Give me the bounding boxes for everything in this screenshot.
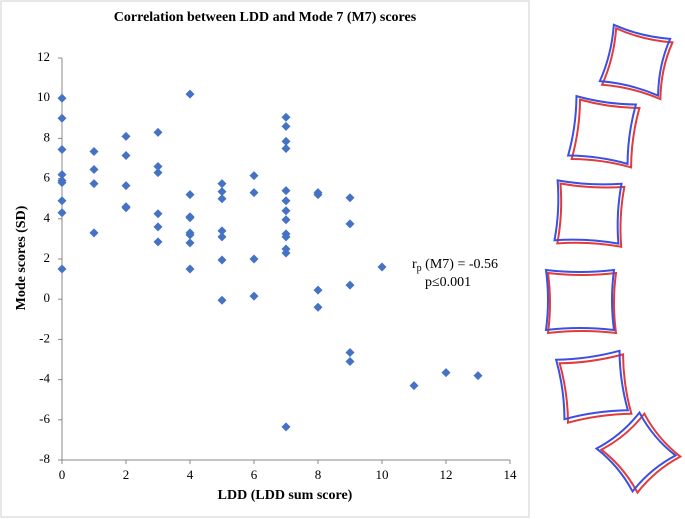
point [473,371,483,381]
point [345,347,355,357]
point [185,264,195,274]
point [217,179,227,189]
point [57,196,67,206]
point [185,213,195,223]
x-tick-label: 0 [59,467,66,482]
point [217,194,227,204]
x-tick-label: 8 [315,467,322,482]
point [345,357,355,367]
point [121,181,131,191]
y-axis-label: Mode scores (SD) [14,205,29,310]
point [281,232,291,242]
point [249,171,259,181]
point [281,186,291,196]
point [345,193,355,203]
y-tick-label: 4 [44,210,51,225]
point [153,168,163,178]
annotation: rp (M7) = -0.56 [412,257,498,274]
point [153,237,163,247]
point [89,228,99,238]
point [281,206,291,216]
point [217,226,227,236]
point [281,136,291,146]
chart-title: Correlation between LDD and Mode 7 (M7) … [114,10,417,25]
point [57,178,67,188]
point [121,131,131,141]
point [89,179,99,189]
point [409,381,419,391]
point [441,368,451,378]
x-tick-label: 10 [376,467,389,482]
point [121,150,131,160]
point [57,208,67,218]
point [57,170,67,180]
point [185,190,195,200]
point [217,187,227,197]
point [377,262,387,272]
annotation-p: p≤0.001 [425,275,471,290]
point [249,254,259,264]
point [249,188,259,198]
point [345,219,355,229]
point [57,144,67,154]
y-tick-label: -8 [39,451,50,466]
y-tick-label: 8 [44,129,51,144]
point [281,121,291,131]
point [185,230,195,240]
point [185,89,195,99]
y-tick-label: -6 [39,411,50,426]
point [345,280,355,290]
point [281,112,291,122]
point [281,143,291,153]
y-tick-label: 6 [44,170,51,185]
y-tick-label: 0 [44,290,51,305]
annotation-sub: p [417,263,422,274]
point [57,93,67,103]
x-tick-label: 14 [504,467,518,482]
x-tick-label: 6 [251,467,258,482]
point [153,222,163,232]
point [217,255,227,265]
point [217,232,227,242]
shape-illustrations [544,23,683,495]
point [281,215,291,225]
point [57,113,67,123]
y-tick-label: 10 [37,89,50,104]
point [217,295,227,305]
point [121,203,131,213]
point [185,238,195,248]
chart-frame [0,0,530,518]
y-tick-label: 12 [37,49,50,64]
x-axis-label: LDD (LDD sum score) [218,488,353,503]
x-tick-label: 12 [440,467,453,482]
point [313,302,323,312]
point [313,190,323,200]
point [313,285,323,295]
point [89,146,99,156]
point [281,422,291,432]
point [57,264,67,274]
point [153,162,163,172]
annotation-rest: (M7) = -0.56 [422,257,498,272]
point [281,248,291,258]
y-tick-label: -2 [39,330,50,345]
annotation-r: r [412,257,417,272]
point [249,291,259,301]
x-tick-label: 2 [123,467,130,482]
point [153,209,163,219]
point [281,196,291,206]
point [153,127,163,137]
point [89,165,99,175]
y-tick-label: 2 [44,250,51,265]
y-tick-label: -4 [39,371,50,386]
x-tick-label: 4 [187,467,194,482]
